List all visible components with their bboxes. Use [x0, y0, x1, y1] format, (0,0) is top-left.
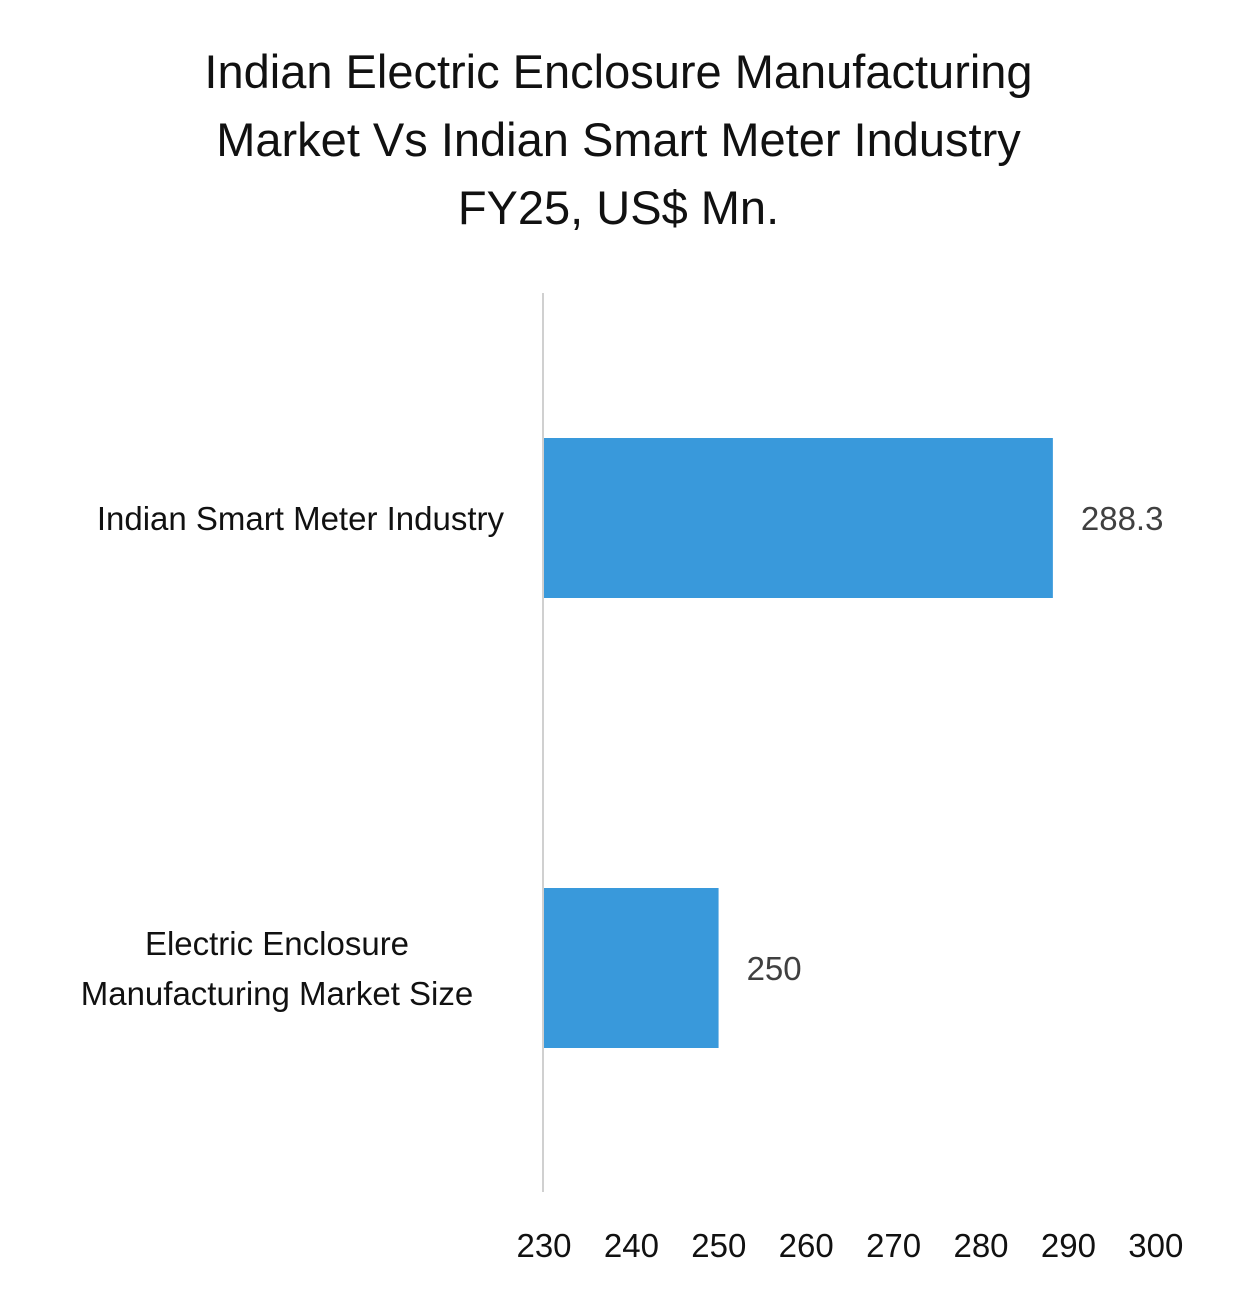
- x-tick-label-250: 250: [691, 1227, 746, 1264]
- title-line-3: FY25, US$ Mn.: [457, 181, 780, 234]
- bar-0: [544, 438, 1053, 598]
- x-tick-label-290: 290: [1041, 1227, 1096, 1264]
- category-label-1-line-1: Manufacturing Market Size: [81, 975, 474, 1012]
- x-tick-label-280: 280: [953, 1227, 1008, 1264]
- title-line-2: Market Vs Indian Smart Meter Industry: [216, 113, 1021, 166]
- x-tick-label-270: 270: [866, 1227, 921, 1264]
- x-tick-label-260: 260: [779, 1227, 834, 1264]
- chart-title: Indian Electric Enclosure Manufacturing …: [0, 38, 1237, 242]
- data-label-1: 250: [747, 950, 802, 987]
- title-line-1: Indian Electric Enclosure Manufacturing: [204, 45, 1033, 98]
- category-label-0-line-0: Indian Smart Meter Industry: [97, 500, 505, 537]
- x-tick-label-230: 230: [516, 1227, 571, 1264]
- category-label-1-line-0: Electric Enclosure: [145, 925, 409, 962]
- x-tick-label-300: 300: [1128, 1227, 1183, 1264]
- bar-1: [544, 888, 719, 1048]
- data-label-0: 288.3: [1081, 500, 1164, 537]
- x-tick-label-240: 240: [604, 1227, 659, 1264]
